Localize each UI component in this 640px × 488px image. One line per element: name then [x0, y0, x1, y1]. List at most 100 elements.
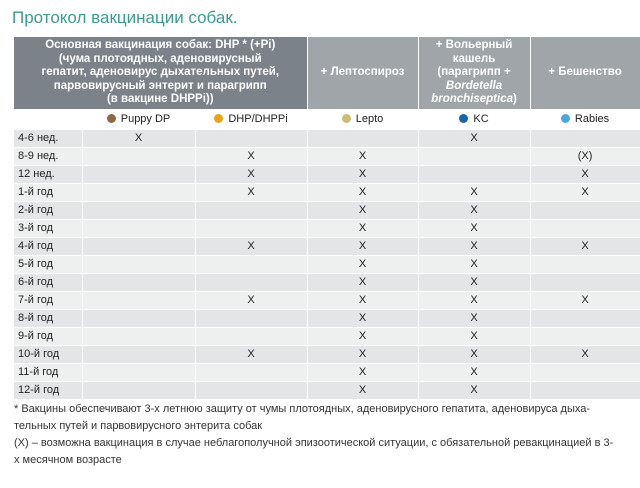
vaccine-cell: X — [418, 237, 531, 256]
age-cell: 11-й год — [14, 363, 83, 382]
vaccine-cell: X — [307, 381, 419, 400]
vaccine-cell: X — [195, 147, 308, 166]
vaccine-cell: X — [195, 237, 308, 256]
vaccine-cell: X — [418, 363, 531, 382]
vaccine-cell — [82, 219, 196, 238]
age-cell: 6-й год — [14, 273, 83, 292]
age-cell: 8-9 нед. — [14, 147, 83, 166]
vaccine-cell: X — [418, 201, 531, 220]
footnote-x: (X) – возможна вакцинация в случае небла… — [14, 437, 614, 466]
vaccine-cell: X — [418, 129, 531, 148]
vaccine-cell — [82, 381, 196, 400]
vaccine-cell — [530, 129, 640, 148]
age-cell: 12 нед. — [14, 165, 83, 184]
table-row: 2-й год X X — [14, 201, 640, 220]
vaccine-cell: X — [307, 255, 419, 274]
vaccine-cell: X — [418, 219, 531, 238]
vaccine-cell — [530, 219, 640, 238]
header-kennel-cough: + Вольерный кашель (парагрипп + Bordetel… — [418, 37, 531, 109]
vaccine-cell — [195, 273, 308, 292]
header-line: + Вольерный — [435, 39, 513, 52]
vaccine-cell: X — [307, 327, 419, 346]
vaccine-cell: X — [307, 147, 419, 166]
vaccine-cell — [530, 201, 640, 220]
header-rabies: + Бешенство — [530, 37, 640, 109]
header-line: парвовирусный энтерит и парагрипп — [53, 79, 267, 92]
vaccine-cell — [195, 255, 308, 274]
age-cell: 4-6 нед. — [14, 129, 83, 148]
table-row: 7-й год X X X X — [14, 291, 640, 310]
vaccine-cell: X — [195, 165, 308, 184]
vaccine-cell — [82, 309, 196, 328]
age-cell: 9-й год — [14, 327, 83, 346]
vaccine-cell: (X) — [530, 147, 640, 166]
vaccine-cell: X — [307, 309, 419, 328]
vaccine-cell: X — [418, 345, 531, 364]
vaccine-cell: X — [530, 165, 640, 184]
table-row: 12-й год X X — [14, 381, 640, 400]
vaccine-cell — [195, 381, 308, 400]
vaccine-cell: X — [530, 183, 640, 202]
table-row: 9-й год X X — [14, 327, 640, 346]
vaccine-cell — [530, 327, 640, 346]
age-cell: 4-й год — [14, 237, 83, 256]
header-line: Основная вакцинация собак: DHP * (+Pi) — [45, 39, 276, 52]
age-cell: 12-й год — [14, 381, 83, 400]
vaccine-cell — [307, 129, 419, 148]
vaccine-cell — [195, 363, 308, 382]
vaccine-cell — [82, 237, 196, 256]
legend-label: Rabies — [574, 113, 610, 125]
vaccine-cell — [530, 255, 640, 274]
legend-item: Rabies — [530, 109, 640, 130]
vaccine-cell — [82, 291, 196, 310]
vaccine-cell — [82, 165, 196, 184]
header-line: Bordetella — [445, 79, 503, 92]
vaccine-cell: X — [418, 381, 531, 400]
age-cell: 8-й год — [14, 309, 83, 328]
vaccine-cell — [530, 273, 640, 292]
header-line: (чума плотоядных, аденовирусный — [58, 52, 262, 65]
vaccine-cell: X — [307, 273, 419, 292]
vaccine-cell — [418, 147, 531, 166]
header-lepto: + Лептоспироз — [307, 37, 419, 109]
vaccine-cell — [530, 309, 640, 328]
table-row: 4-й год X X X X — [14, 237, 640, 256]
vaccine-cell: X — [307, 201, 419, 220]
vaccine-cell: X — [307, 291, 419, 310]
header-line: (в вакцине DHPPi)) — [106, 93, 214, 106]
vaccine-cell — [418, 165, 531, 184]
vaccine-cell: X — [418, 327, 531, 346]
table-row: 10-й год X X X X — [14, 345, 640, 364]
legend-label: KC — [473, 113, 489, 125]
vaccine-cell — [195, 309, 308, 328]
footnotes: * Вакцины обеспечивают 3-х летнюю защиту… — [14, 401, 614, 475]
header-line: (парагрипп + — [437, 66, 511, 79]
legend-dot-icon — [341, 114, 351, 123]
vaccine-cell: X — [418, 291, 531, 310]
vaccine-cell: X — [530, 291, 640, 310]
vaccine-cell — [82, 327, 196, 346]
vaccination-table: Основная вакцинация собак: DHP * (+Pi) (… — [14, 37, 640, 400]
vaccine-cell: X — [530, 345, 640, 364]
header-line: кашель — [452, 52, 496, 65]
vaccine-cell: X — [307, 219, 419, 238]
header-core-vaccination: Основная вакцинация собак: DHP * (+Pi) (… — [14, 37, 308, 109]
vaccine-cell: X — [307, 345, 419, 364]
vaccine-cell — [530, 363, 640, 382]
page-title: Протокол вакцинации собак. — [12, 8, 238, 27]
age-cell: 5-й год — [14, 255, 83, 274]
vaccine-cell — [82, 183, 196, 202]
vaccine-cell — [195, 201, 308, 220]
vaccine-cell: X — [307, 363, 419, 382]
age-cell: 2-й год — [14, 201, 83, 220]
table-row: 3-й год X X — [14, 219, 640, 238]
vaccine-cell — [530, 381, 640, 400]
table-row: 8-9 нед. X X (X) — [14, 147, 640, 166]
legend-item: DHP/DHPPi — [195, 109, 308, 130]
age-cell: 1-й год — [14, 183, 83, 202]
vaccine-cell — [82, 255, 196, 274]
vaccine-cell: X — [195, 183, 308, 202]
vaccine-cell: X — [307, 237, 419, 256]
legend-dot-icon — [106, 114, 116, 123]
table-row: 5-й год X X — [14, 255, 640, 274]
